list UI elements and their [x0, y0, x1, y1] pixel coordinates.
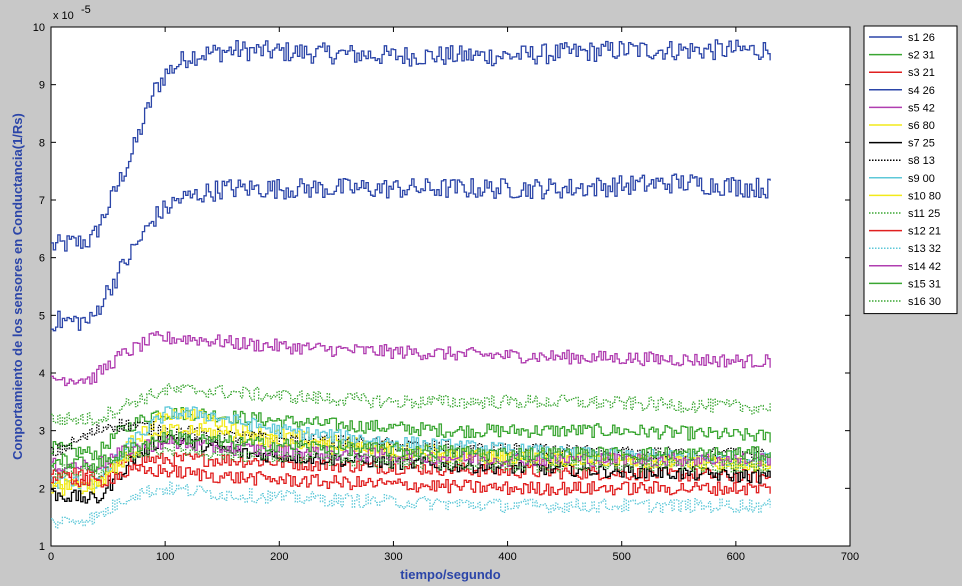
x-tick-label: 300: [384, 551, 402, 563]
x-tick-label: 700: [841, 551, 859, 563]
x-tick-label: 600: [727, 551, 745, 563]
y-tick-label: 6: [39, 253, 45, 265]
legend-label-4: s4 26: [908, 85, 935, 97]
y-tick-label: 8: [39, 137, 45, 149]
legend-label-5: s5 42: [908, 102, 935, 114]
series-line-14: [51, 435, 771, 472]
series-line-5: [51, 331, 771, 387]
legend-label-1: s1 26: [908, 32, 935, 44]
x-tick-label: 200: [270, 551, 288, 563]
y-tick-label: 9: [39, 80, 45, 92]
x-tick-label: 500: [613, 551, 631, 563]
y-axis-label: Conportamiento de los sensores en Conduc…: [10, 113, 25, 460]
legend-label-15: s15 31: [908, 278, 941, 290]
legend-label-7: s7 25: [908, 138, 935, 150]
y-tick-label: 7: [39, 195, 45, 207]
legend-label-11: s11 25: [908, 208, 940, 220]
legend-label-6: s6 80: [908, 120, 935, 132]
y-tick-label: 4: [39, 368, 45, 380]
axes: 0 100 200 300 400 500 600 700 1 2 3 4 5 6 7 8 9 10: [33, 22, 859, 563]
x-tick-label: 0: [48, 551, 54, 563]
series-line-8: [51, 418, 771, 461]
y-tick-label: 2: [39, 483, 45, 495]
series-line-10: [51, 423, 771, 491]
y-exponent-label: x 10: [53, 10, 74, 22]
y-exponent-power: -5: [81, 4, 91, 16]
y-tick-label: 5: [39, 310, 45, 322]
series-layer: [51, 39, 771, 529]
series-line-4: [51, 173, 771, 332]
legend-label-2: s2 31: [908, 50, 935, 62]
legend-label-9: s9 00: [908, 173, 935, 185]
legend-label-10: s10 80: [908, 190, 941, 202]
legend-label-14: s14 42: [908, 261, 941, 273]
legend-label-8: s8 13: [908, 155, 935, 167]
series-line-12: [51, 463, 771, 496]
series-line-16: [51, 441, 771, 479]
legend-label-12: s12 21: [908, 226, 941, 238]
y-tick-label: 1: [39, 541, 45, 553]
legend: s1 26 s2 31 s3 21 s4 26 s5 42 s6 80 s7 25 s8 13…: [863, 25, 958, 315]
y-tick-label: 3: [39, 426, 45, 438]
x-tick-label: 400: [498, 551, 516, 563]
legend-label-3: s3 21: [908, 67, 935, 79]
series-line-1: [51, 39, 771, 252]
x-axis-label: tiempo/segundo: [400, 567, 500, 582]
y-tick-label: 10: [33, 22, 45, 34]
x-tick-label: 100: [156, 551, 174, 563]
series-line-15: [51, 429, 771, 473]
legend-label-13: s13 32: [908, 243, 941, 255]
series-line-11: [51, 383, 771, 426]
legend-label-16: s16 30: [908, 296, 941, 308]
